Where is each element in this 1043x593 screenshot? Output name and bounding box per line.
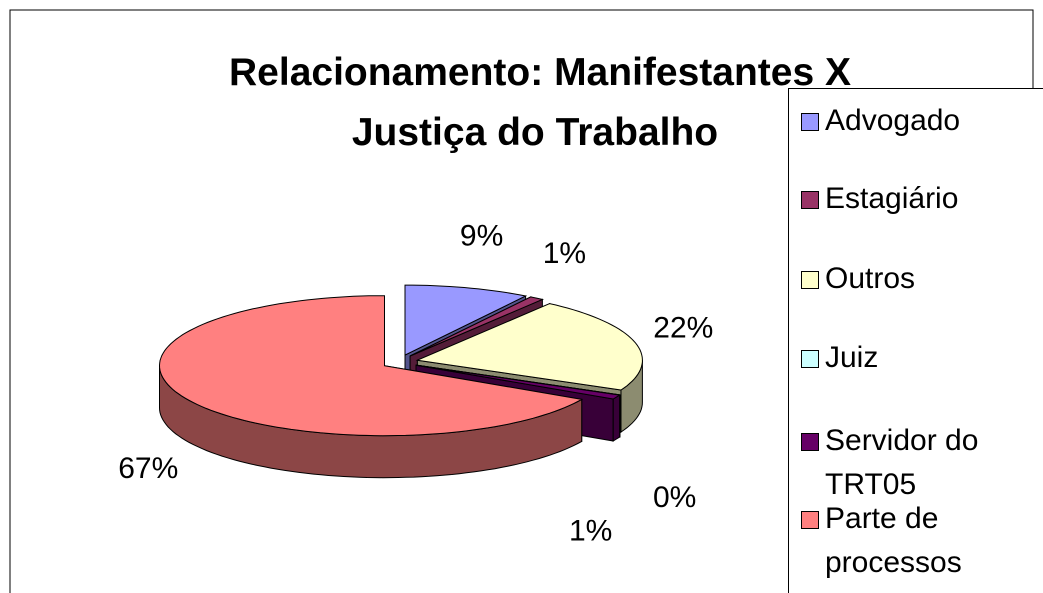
legend-item: Servidor do TRT05 <box>801 419 1015 507</box>
slice-side <box>612 394 621 442</box>
legend-label: Parte de processos <box>825 502 962 579</box>
legend-label: Servidor do TRT05 <box>825 424 979 501</box>
data-label: 0% <box>653 481 696 514</box>
legend-item: Advogado <box>801 99 1015 143</box>
slice <box>415 364 622 400</box>
chart-title: Relacionamento: Manifestantes X <box>229 51 851 94</box>
legend-item: Parte de processos <box>801 497 1015 585</box>
legend-swatch <box>801 271 819 289</box>
legend-item: Estagiário <box>801 177 1015 221</box>
data-label: 1% <box>569 515 612 548</box>
slice <box>404 284 528 356</box>
chart-title: Justiça do Trabalho <box>352 111 718 154</box>
data-label: 67% <box>118 452 178 485</box>
legend: Advogado Estagiário Outros Juiz Servidor do … <box>788 88 1043 593</box>
slice <box>409 296 545 357</box>
legend-label: Advogado <box>825 104 961 137</box>
legend-label: Outros <box>825 262 916 295</box>
legend-label: Estagiário <box>825 182 959 215</box>
legend-swatch <box>801 433 819 451</box>
slice <box>415 303 643 391</box>
data-label: 22% <box>653 312 713 345</box>
data-label: 9% <box>460 220 503 253</box>
data-label: 1% <box>543 237 586 270</box>
legend-swatch <box>801 350 819 368</box>
legend-item: Juiz <box>801 336 1015 380</box>
slice <box>158 295 584 437</box>
legend-swatch <box>801 511 819 529</box>
legend-label: Juiz <box>825 341 879 374</box>
legend-item: Outros <box>801 257 1015 301</box>
legend-swatch <box>801 113 819 131</box>
legend-swatch <box>801 191 819 209</box>
